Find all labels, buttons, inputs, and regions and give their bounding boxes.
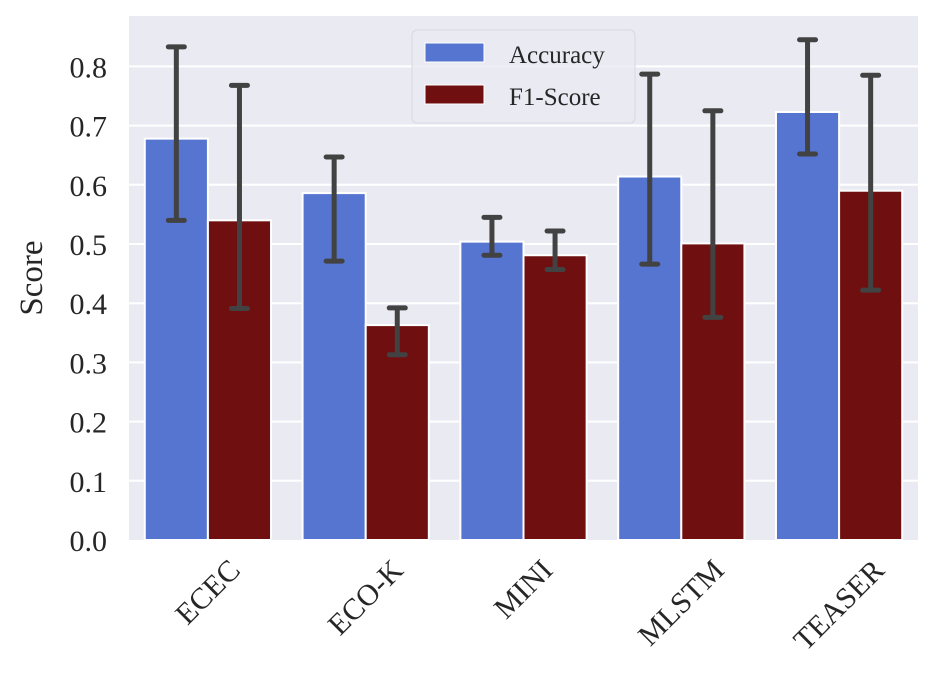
error-bar-accuracy-ecec [165, 44, 187, 223]
error-bar-accuracy-eco-k [323, 154, 345, 264]
error-bar-accuracy-teaser [797, 37, 819, 157]
y-tick-label: 0.7 [70, 111, 108, 144]
error-bar-f1-score-mlstm [702, 108, 724, 320]
error-bar-f1-score-ecec [228, 82, 250, 312]
y-axis-ticks: 0.0 0.1 0.2 0.3 0.4 0.5 0.6 0.7 0.8 [70, 51, 108, 558]
error-bar-f1-score-eco-k [386, 305, 408, 358]
y-tick-label: 0.2 [70, 407, 108, 440]
legend-patch-accuracy [424, 42, 485, 63]
x-tick-label-eco-k: ECO-K [322, 553, 410, 641]
legend-label-f1-score: F1-Score [509, 84, 601, 111]
x-tick-label-teaser: TEASER [787, 554, 890, 657]
y-tick-label: 0.1 [70, 466, 108, 499]
legend-label-accuracy: Accuracy [509, 42, 605, 69]
bar-f1-score-mini [522, 254, 588, 542]
y-tick-label: 0.5 [70, 229, 108, 262]
x-axis-ticks: ECEC ECO-K MINI MLSTM TEASER [169, 553, 891, 657]
error-bar-accuracy-mlstm [639, 71, 661, 267]
legend-patch-f1-score [424, 84, 485, 105]
x-tick-label-mlstm: MLSTM [632, 554, 731, 653]
y-tick-label: 0.3 [70, 347, 108, 380]
bar-accuracy-teaser [774, 110, 841, 541]
error-bars [165, 37, 882, 358]
bar-accuracy-mini [459, 240, 525, 542]
x-tick-label-mini: MINI [488, 554, 560, 626]
y-tick-label: 0.4 [70, 288, 108, 321]
y-tick-label: 0.8 [70, 51, 108, 84]
error-bar-f1-score-mini [544, 228, 566, 272]
bar-f1-score-eco-k [364, 324, 430, 541]
x-tick-label-ecec: ECEC [169, 554, 247, 632]
legend: Accuracy F1-Score [411, 29, 636, 124]
error-bar-accuracy-mini [481, 214, 503, 258]
y-tick-label: 0.0 [70, 525, 108, 558]
error-bar-f1-score-teaser [860, 72, 882, 293]
y-axis-label: Score [14, 240, 50, 315]
y-tick-label: 0.6 [70, 170, 108, 203]
